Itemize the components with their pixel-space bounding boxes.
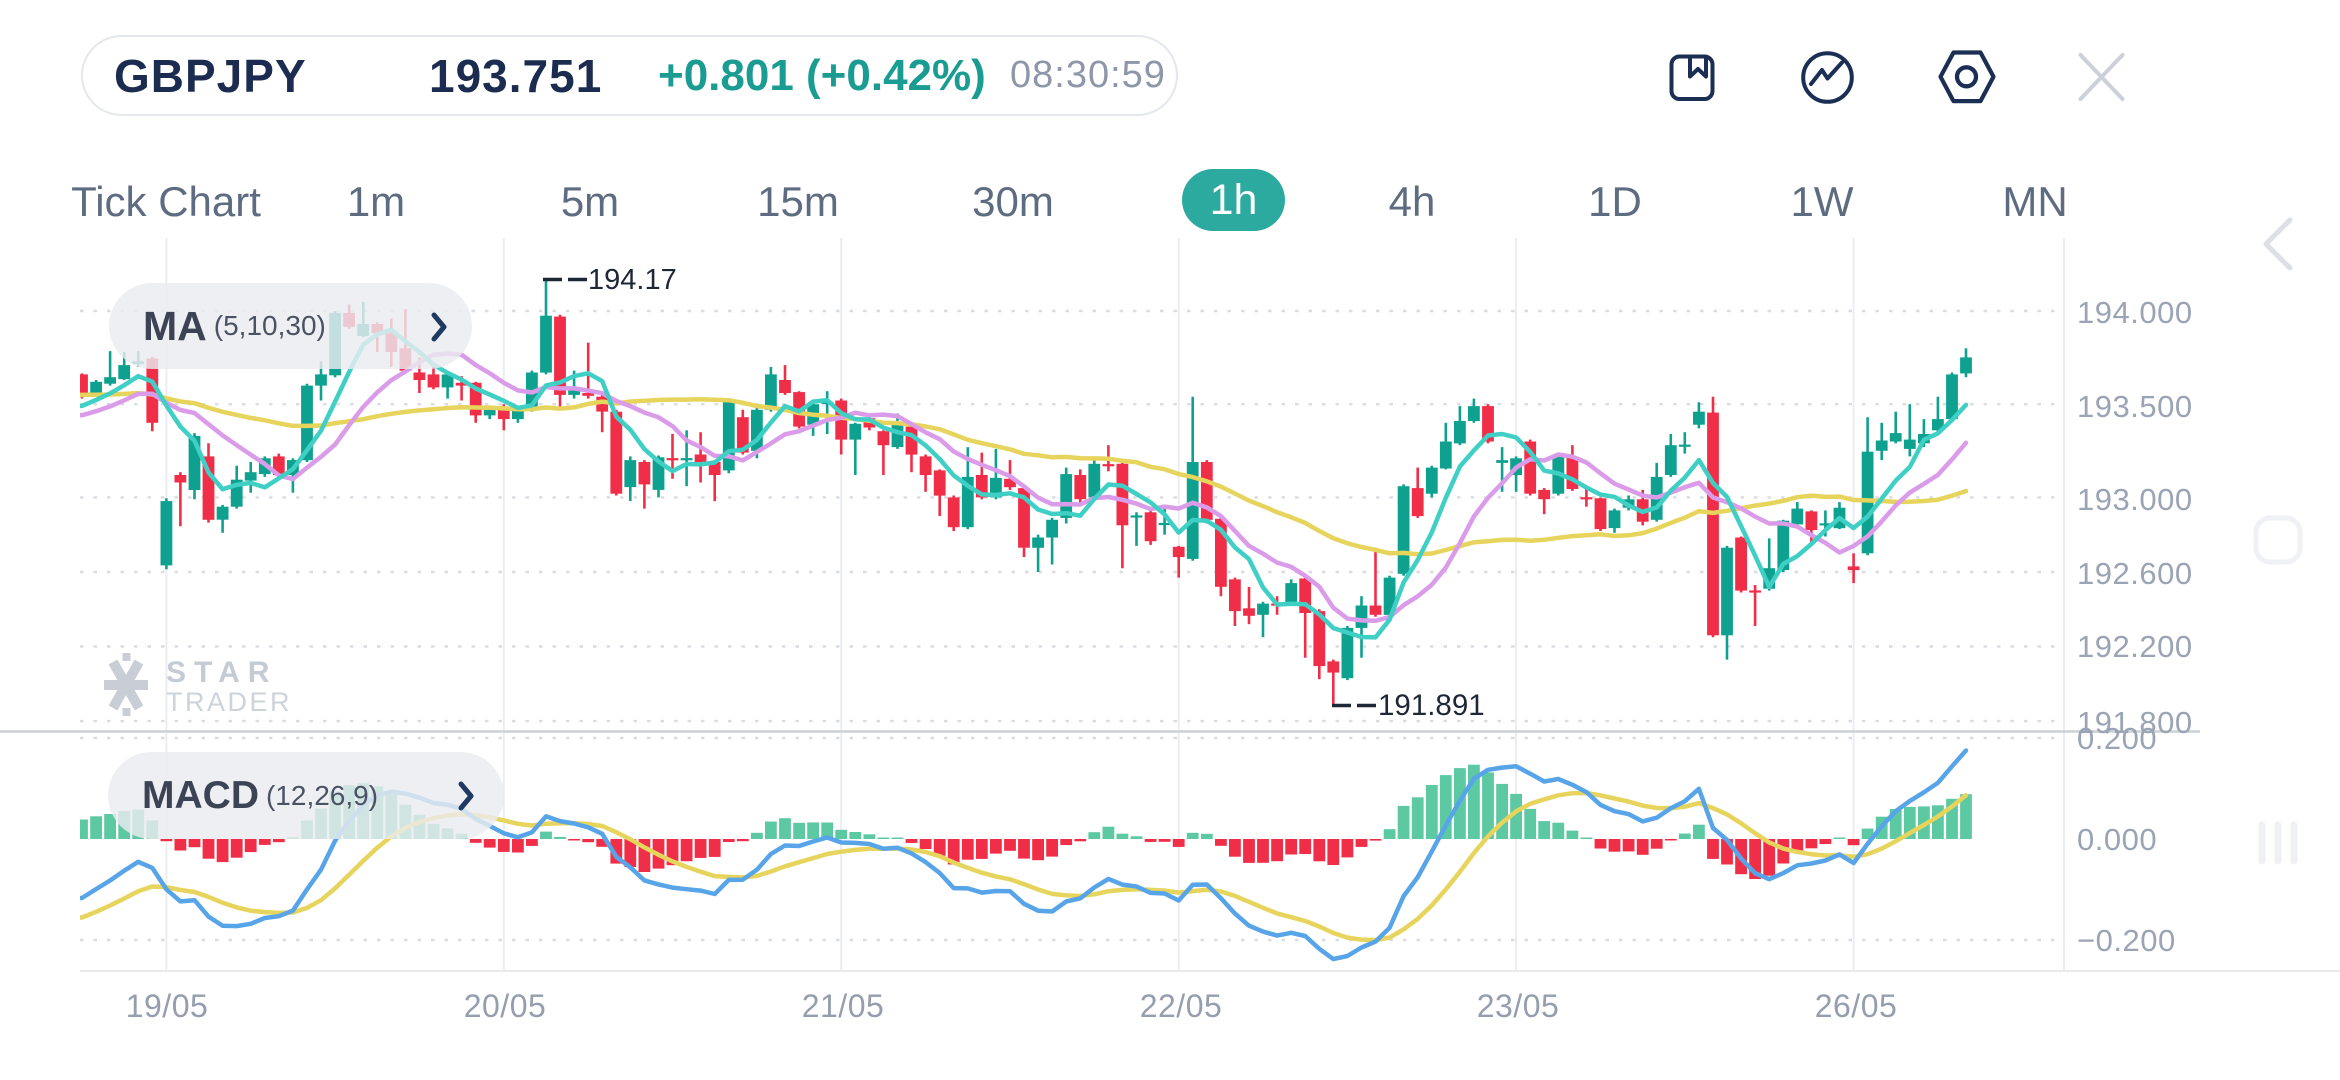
- svg-text:TRADER: TRADER: [166, 687, 292, 716]
- svg-text:STAR: STAR: [166, 656, 277, 689]
- svg-text:191.891: 191.891: [1378, 689, 1485, 722]
- svg-text:194.17: 194.17: [588, 264, 677, 296]
